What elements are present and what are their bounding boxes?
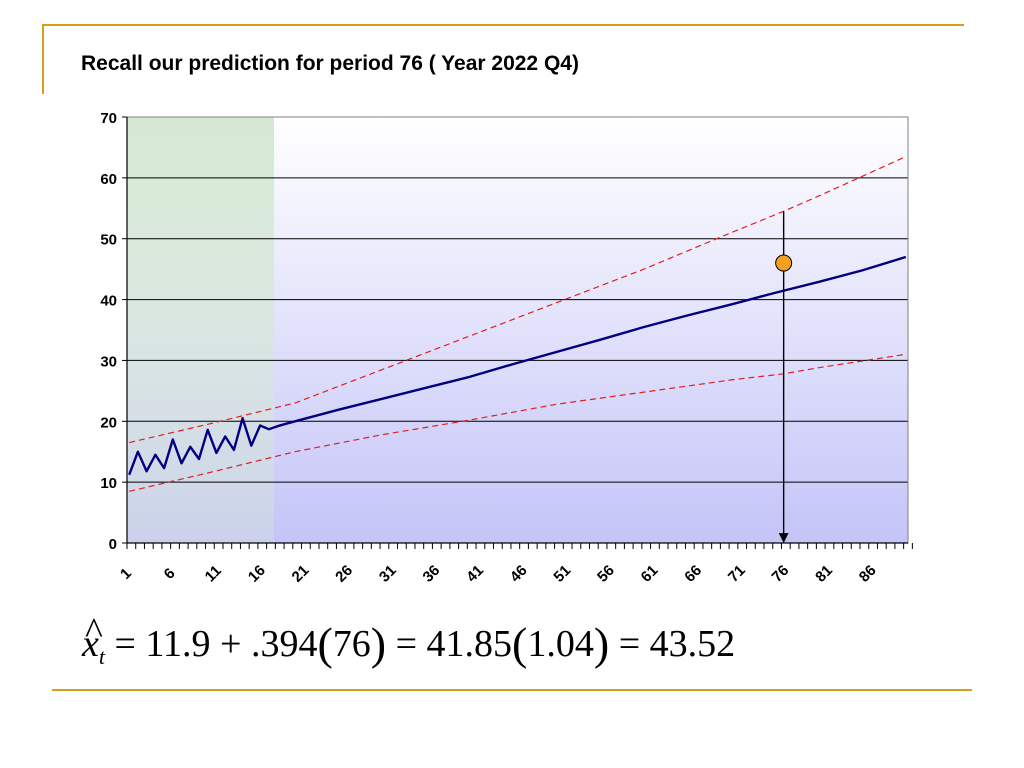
x-tick-label-1: 1 [117, 565, 135, 583]
frame-bottom-rule [52, 689, 972, 691]
prediction-formula: x ^ t = 11.9 + .394(76) = 41.85(1.04) = 43… [82, 611, 736, 670]
x-tick-label-56: 56 [594, 562, 618, 586]
paren-open-1: ( [317, 618, 333, 669]
formula-subscript: t [98, 644, 105, 669]
paren-open-2: ( [512, 618, 528, 669]
x-tick-label-36: 36 [420, 562, 444, 586]
x-tick-label-6: 6 [161, 565, 179, 583]
y-tick-label-10: 10 [100, 475, 117, 492]
x-tick-label-66: 66 [681, 562, 705, 586]
hat-accent: ^ [85, 611, 103, 653]
x-hat-symbol: x ^ [82, 611, 103, 666]
x-tick-label-71: 71 [725, 562, 749, 586]
formula-seasonal-index: 1.04 [527, 623, 594, 665]
x-tick-label-11: 11 [202, 562, 225, 585]
y-tick-label-70: 70 [100, 110, 117, 127]
x-tick-label-51: 51 [550, 562, 574, 586]
x-tick-label-21: 21 [289, 562, 313, 586]
x-tick-label-81: 81 [812, 562, 836, 586]
formula-part-2: = 41.85 [386, 623, 513, 665]
slide-title: Recall our prediction for period 76 ( Ye… [81, 52, 579, 75]
x-tick-label-16: 16 [245, 562, 269, 586]
history-band [127, 117, 275, 543]
forecast-line [128, 255, 907, 476]
x-tick-label-76: 76 [769, 562, 793, 586]
formula-period: 76 [332, 623, 371, 665]
x-tick-label-41: 41 [463, 562, 487, 586]
x-tick-label-26: 26 [332, 562, 356, 586]
formula-part-1: = 11.9 + .394 [105, 623, 318, 665]
y-tick-label-40: 40 [100, 293, 117, 310]
y-tick-label-0: 0 [109, 536, 117, 553]
x-tick-label-86: 86 [856, 562, 880, 586]
upper-bound-line [129, 156, 907, 444]
x-tick-label-61: 61 [638, 562, 662, 586]
x-tick-label-31: 31 [376, 562, 400, 586]
formula-result: = 43.52 [609, 623, 736, 665]
y-tick-label-30: 30 [100, 353, 117, 370]
y-tick-label-50: 50 [100, 232, 117, 249]
paren-close-2: ) [593, 618, 610, 669]
actual-value-point [775, 254, 793, 272]
frame-left-rule [42, 24, 44, 94]
frame-top-rule [42, 24, 964, 26]
paren-close-1: ) [370, 618, 387, 669]
lower-bound-line [129, 353, 906, 492]
formula-variable: x [82, 623, 99, 665]
y-tick-label-20: 20 [100, 414, 117, 431]
y-tick-label-60: 60 [100, 171, 117, 188]
x-tick-label-46: 46 [507, 562, 531, 586]
